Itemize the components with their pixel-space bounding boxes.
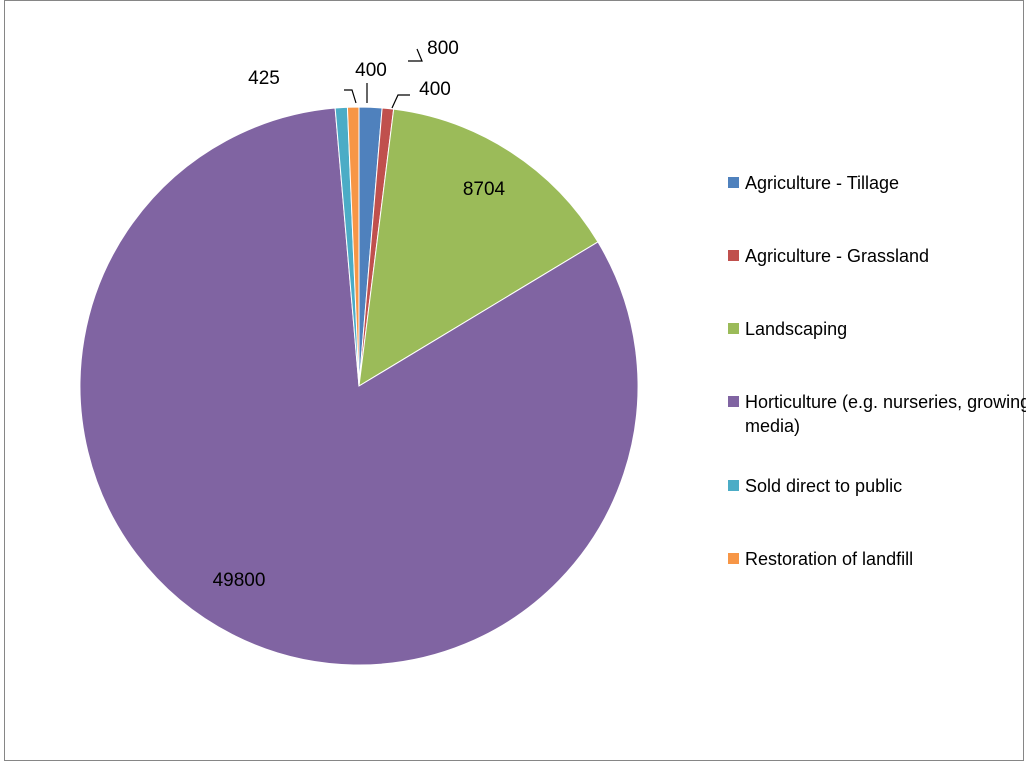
data-label-agriculture-tillage: 800 [427,38,459,59]
data-label-horticulture-e-g-nurseries-growing-media: 49800 [213,570,266,591]
pie-slice-landscaping [358,108,599,387]
legend-swatch [728,323,739,334]
legend-swatch [728,553,739,564]
legend-swatch [728,396,739,407]
legend-label: Restoration of landfill [745,549,914,569]
leader-lines [344,48,423,109]
legend-item-agriculture-grassland: Agriculture - Grassland [728,244,1026,268]
legend-item-landscaping: Landscaping [728,317,1026,341]
legend-label: Sold direct to public [745,476,903,496]
pie-chart: 800 400 8704 49800 425 400 [79,38,639,666]
pie-slice-horticulture-e-g-nurseries-growing-media [79,107,639,666]
legend-item-agriculture-tillage: Agriculture - Tillage [728,171,1026,195]
pie-slices [79,106,639,666]
legend-item-horticulture: Horticulture (e.g. nurseries, growing me… [728,390,1026,438]
legend-swatch [728,480,739,491]
legend-label: Horticulture (e.g. nurseries, growing me… [745,392,1026,436]
leader-line-agriculture-tillage [408,48,423,62]
data-labels: 800 400 8704 49800 425 400 [213,38,506,591]
data-label-landscaping: 8704 [463,179,506,200]
legend-label: Landscaping [745,319,848,339]
legend-item-sold-direct-to-public: Sold direct to public [728,474,1026,498]
leader-line-sold-direct-to-public [344,89,357,104]
legend-label: Agriculture - Grassland [745,246,930,266]
chart-area: 800 400 8704 49800 425 400 Agriculture - Till… [4,0,1026,761]
legend-swatch [728,250,739,261]
data-label-sold-direct-to-public: 425 [248,68,280,89]
pie-slice-restoration-of-landfill [346,106,360,387]
data-label-restoration-of-landfill: 400 [355,60,387,81]
legend-item-restoration-of-landfill: Restoration of landfill [728,547,1026,571]
leader-line-agriculture-grassland [391,94,410,109]
data-label-agriculture-grassland: 400 [419,79,451,100]
legend-label: Agriculture - Tillage [745,173,900,193]
legend-swatch [728,177,739,188]
